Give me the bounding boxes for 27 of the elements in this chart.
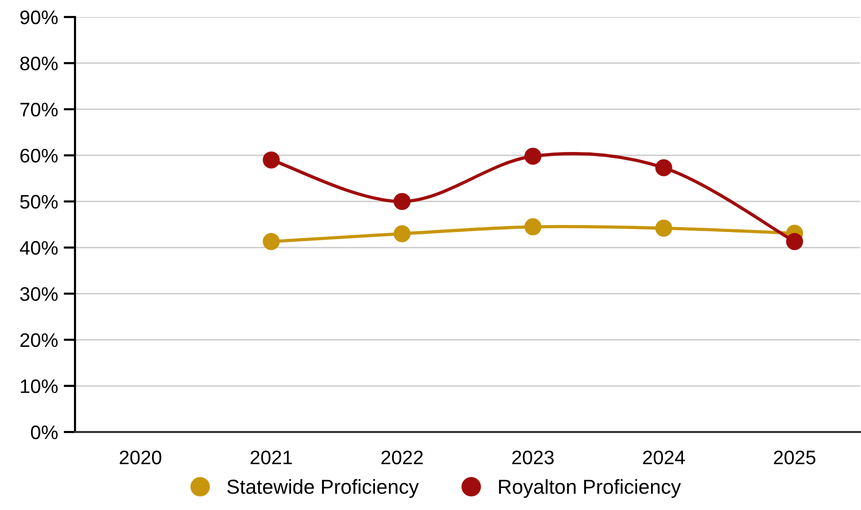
point [524, 218, 542, 236]
y-tick-label: 30% [20, 287, 58, 301]
point [394, 225, 411, 242]
y-tick-label: 90% [20, 10, 58, 24]
point [786, 233, 804, 250]
point [262, 151, 280, 168]
y-tick-label: 50% [20, 194, 58, 209]
y-tick-label: 0% [30, 425, 58, 440]
x-tick-label: 2024 [643, 450, 685, 464]
y-tick-label: 60% [20, 148, 58, 163]
x-tick-label: 2020 [120, 450, 162, 464]
y-tick-label: 10% [20, 379, 58, 394]
y-tick-label: 70% [20, 102, 58, 116]
point [394, 192, 411, 210]
point [655, 159, 672, 176]
x-tick-label: 2023 [512, 450, 554, 464]
legend-label: Statewide Proficiency [227, 479, 419, 498]
x-tick-label: 2021 [250, 450, 292, 464]
legend-label: Royalton Proficiency [499, 479, 681, 498]
y-tick-label: 80% [20, 56, 58, 70]
y-tick-label: 40% [20, 241, 58, 255]
point [655, 220, 672, 237]
point [262, 233, 280, 250]
y-tick-label: 20% [20, 333, 58, 348]
x-tick-label: 2025 [774, 450, 816, 464]
point [524, 148, 542, 165]
x-tick-label: 2022 [381, 450, 423, 464]
